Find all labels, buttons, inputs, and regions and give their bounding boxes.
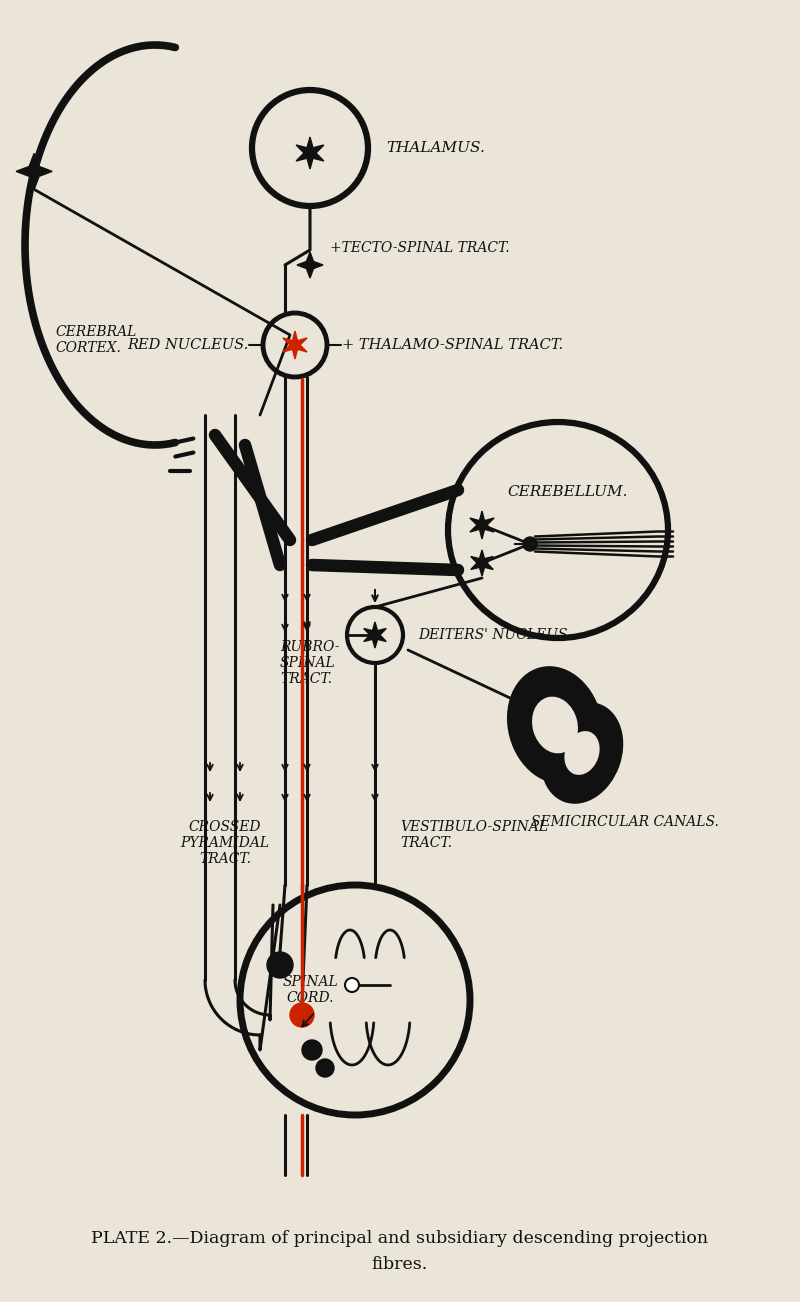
Circle shape — [518, 698, 532, 712]
Polygon shape — [283, 331, 307, 359]
Ellipse shape — [543, 704, 621, 802]
Circle shape — [267, 952, 293, 978]
Polygon shape — [364, 622, 386, 648]
Circle shape — [290, 1003, 314, 1027]
Text: +TECTO-SPINAL TRACT.: +TECTO-SPINAL TRACT. — [330, 241, 510, 255]
Text: SPINAL
CORD.: SPINAL CORD. — [282, 975, 338, 1005]
Text: VESTIBULO-SPINAL
TRACT.: VESTIBULO-SPINAL TRACT. — [400, 820, 548, 850]
Polygon shape — [296, 137, 324, 169]
Polygon shape — [297, 253, 323, 279]
Text: CROSSED
PYRAMIDAL
TRACT.: CROSSED PYRAMIDAL TRACT. — [181, 820, 270, 866]
Text: DEITERS' NUCLEUS.: DEITERS' NUCLEUS. — [418, 628, 571, 642]
Circle shape — [302, 1040, 322, 1060]
Ellipse shape — [532, 697, 578, 754]
Text: THALAMUS.: THALAMUS. — [386, 141, 485, 155]
Text: PLATE 2.—Diagram of principal and subsidiary descending projection
fibres.: PLATE 2.—Diagram of principal and subsid… — [91, 1230, 709, 1273]
Circle shape — [523, 536, 537, 551]
Text: CEREBRAL
CORTEX.: CEREBRAL CORTEX. — [55, 326, 136, 355]
Polygon shape — [470, 510, 494, 539]
Polygon shape — [470, 549, 494, 575]
Circle shape — [316, 1059, 334, 1077]
Ellipse shape — [509, 668, 601, 781]
Text: SEMICIRCULAR CANALS.: SEMICIRCULAR CANALS. — [531, 815, 719, 829]
Text: CEREBELLUM.: CEREBELLUM. — [508, 486, 628, 499]
Circle shape — [345, 978, 359, 992]
Ellipse shape — [564, 732, 600, 775]
Polygon shape — [16, 154, 52, 189]
Text: RED NUCLEUS.: RED NUCLEUS. — [126, 339, 248, 352]
Text: RUBRO-
SPINAL
TRACT.: RUBRO- SPINAL TRACT. — [280, 641, 340, 686]
Text: + THALAMO-SPINAL TRACT.: + THALAMO-SPINAL TRACT. — [342, 339, 563, 352]
